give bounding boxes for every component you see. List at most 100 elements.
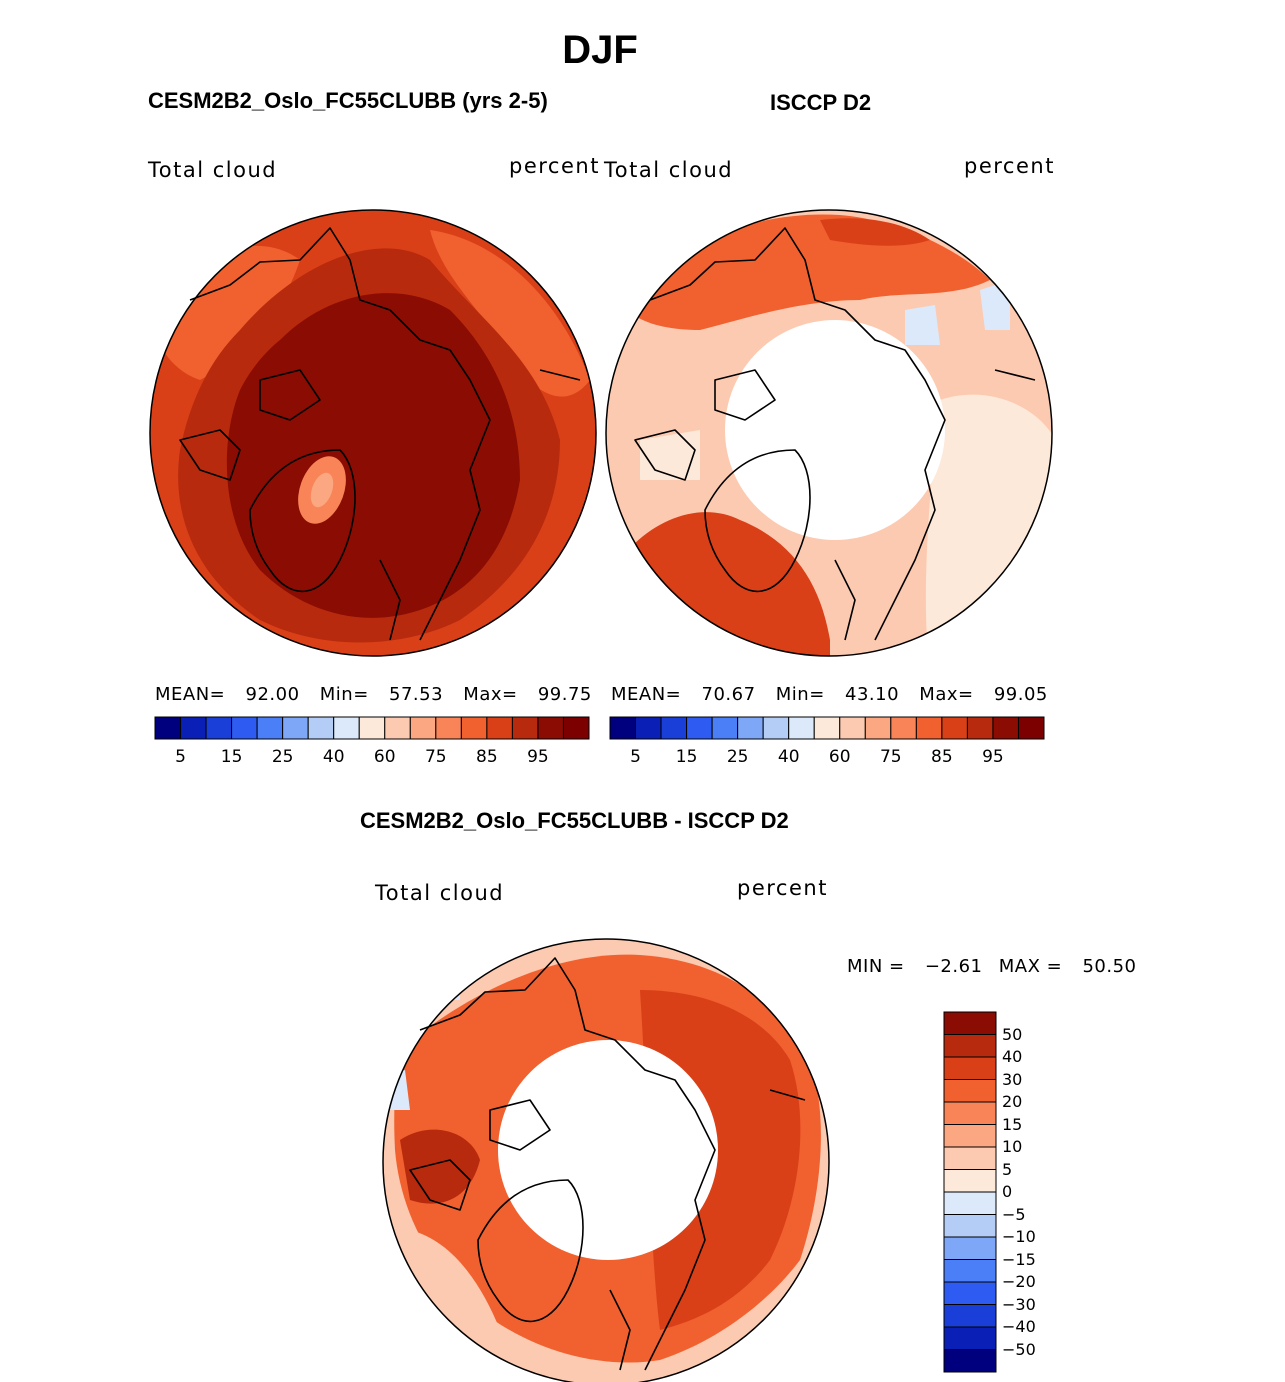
diff-min-value: −2.61 (924, 956, 983, 977)
diff-colorbar-tick-label: 50 (1002, 1024, 1023, 1044)
panel2-colorbar-tick-label: 5 (630, 747, 641, 767)
diff-title: CESM2B2_Oslo_FC55CLUBB - ISCCP D2 (360, 808, 789, 833)
panel2-colorbar-box (890, 716, 917, 740)
panel1-colorbar-box (511, 716, 539, 740)
panel2-variable-label: Total cloud (604, 158, 734, 182)
panel2-mean-value: 70.67 (701, 684, 756, 705)
panel2-colorbar-tick-label: 60 (828, 747, 851, 767)
diff-min-label: MIN = (847, 956, 905, 977)
diff-colorbar-tick-label: −5 (1002, 1204, 1026, 1224)
diff-colorbar-tick-label: −40 (1002, 1317, 1036, 1336)
panel1-colorbar (154, 716, 590, 740)
panel1-colorbar-box (562, 716, 590, 740)
panel2-map (606, 210, 1052, 656)
panel1-map-border (149, 209, 597, 657)
panel2-colorbar-tick-label: 25 (726, 747, 749, 767)
diff-colorbar-box (943, 1011, 997, 1035)
diff-colorbar-tick-label: −20 (1002, 1272, 1036, 1291)
panel1-colorbar-box (282, 716, 309, 740)
panel2-colorbar-box (635, 716, 662, 740)
panel2-colorbar-box (762, 716, 790, 740)
diff-map (383, 939, 829, 1382)
panel2-colorbar-box (813, 716, 841, 740)
diff-stats: MIN = −2.61 MAX = 50.50 (847, 956, 1137, 977)
panel1-colorbar-tick-label: 15 (220, 747, 243, 767)
panel1-colorbar-tick-label: 60 (373, 747, 396, 767)
diff-colorbar-box (943, 1034, 997, 1058)
panel1-colorbar-box (205, 716, 233, 740)
panel1-colorbar-tick-label: 95 (527, 747, 549, 767)
panel1-colorbar-tick-label: 5 (175, 747, 186, 767)
panel1-colorbar-box (537, 716, 564, 740)
diff-colorbar-box (943, 1101, 997, 1125)
panel1-coastlines (179, 227, 581, 641)
diff-units-label: percent (737, 876, 828, 900)
panel2-stats: MEAN= 70.67 Min= 43.10 Max= 99.05 (611, 684, 1048, 705)
panel2-colorbar-box (737, 716, 764, 740)
diff-colorbar-box (943, 1349, 997, 1373)
panel2-min-value: 43.10 (845, 684, 900, 705)
panel1-colorbar-box (256, 716, 284, 740)
diff-colorbar (943, 1011, 997, 1373)
diff-colorbar-box (943, 1236, 997, 1260)
panel2-coastlines (634, 227, 1036, 641)
panel1-colorbar-tick-label: 75 (424, 747, 447, 767)
panel1-mean-label: MEAN= (155, 684, 226, 705)
panel2-colorbar-box (941, 716, 968, 740)
diff-map-border (382, 938, 830, 1382)
panel1-map (150, 210, 596, 656)
panel2-colorbar-box (864, 716, 892, 740)
panel2-colorbar-box (966, 716, 994, 740)
panel2-colorbar-box (915, 716, 943, 740)
panel2-units-label: percent (964, 154, 1055, 178)
panel2-colorbar-box (788, 716, 815, 740)
panel1-colorbar-box (358, 716, 386, 740)
diff-variable-label: Total cloud (375, 881, 505, 905)
diff-colorbar-box (943, 1079, 997, 1103)
diff-colorbar-box (943, 1214, 997, 1238)
panel1-colorbar-tick-label: 85 (476, 747, 498, 767)
panel1-max-value: 99.75 (537, 684, 592, 705)
diff-max-value: 50.50 (1082, 956, 1137, 977)
panel2-colorbar-box (711, 716, 739, 740)
panel1-colorbar-box (231, 716, 258, 740)
panel2-min-label: Min= (775, 684, 825, 705)
diff-colorbar-box (943, 1304, 997, 1328)
panel1-colorbar-box (486, 716, 513, 740)
diff-missing-data-cap (498, 1040, 718, 1260)
panel2-field-alaska-weak (640, 430, 700, 480)
panel1-colorbar-box (307, 716, 335, 740)
diff-colorbar-tick-label: −30 (1002, 1294, 1036, 1314)
panel1-colorbar-box (180, 716, 207, 740)
panel1-field-max-core (226, 293, 520, 618)
panel1-colorbar-box (333, 716, 360, 740)
diff-colorbar-box (943, 1259, 997, 1283)
panel2-colorbar-box (992, 716, 1019, 740)
diff-colorbar-tick-label: 30 (1002, 1069, 1023, 1089)
panel2-colorbar-tick-label: 15 (675, 747, 698, 767)
panel1-colorbar-box (384, 716, 411, 740)
diff-colorbar-tick-label: 20 (1002, 1092, 1023, 1111)
diff-colorbar-tick-label: 10 (1002, 1137, 1023, 1156)
panel2-field-pacific-weak (925, 394, 1052, 656)
panel1-field-siberia-low (430, 230, 590, 397)
panel1-colorbar-tick-label: 40 (322, 747, 345, 767)
panel1-mean-value: 92.00 (245, 684, 300, 705)
panel2-title: ISCCP D2 (770, 90, 872, 115)
diff-colorbar-tick-label: 5 (1002, 1159, 1013, 1179)
panel1-colorbar-box (435, 716, 462, 740)
diff-colorbar-box (943, 1124, 997, 1148)
panel1-variable-label: Total cloud (148, 158, 278, 182)
panel1-title: CESM2B2_Oslo_FC55CLUBB (yrs 2-5) (148, 88, 548, 113)
panel2-colorbar-box (609, 716, 637, 740)
diff-colorbar-box (943, 1056, 997, 1080)
panel2-colorbar-box (1017, 716, 1045, 740)
panel1-colorbar-tick-label: 25 (271, 747, 294, 767)
panel2-field-negative-patch2 (905, 305, 940, 345)
panel1-units-label: percent (509, 154, 600, 178)
panel1-colorbar-box (409, 716, 437, 740)
panel2-colorbar-box (660, 716, 688, 740)
panel1-max-label: Max= (463, 684, 518, 705)
panel1-field-greenland-min (310, 472, 334, 508)
